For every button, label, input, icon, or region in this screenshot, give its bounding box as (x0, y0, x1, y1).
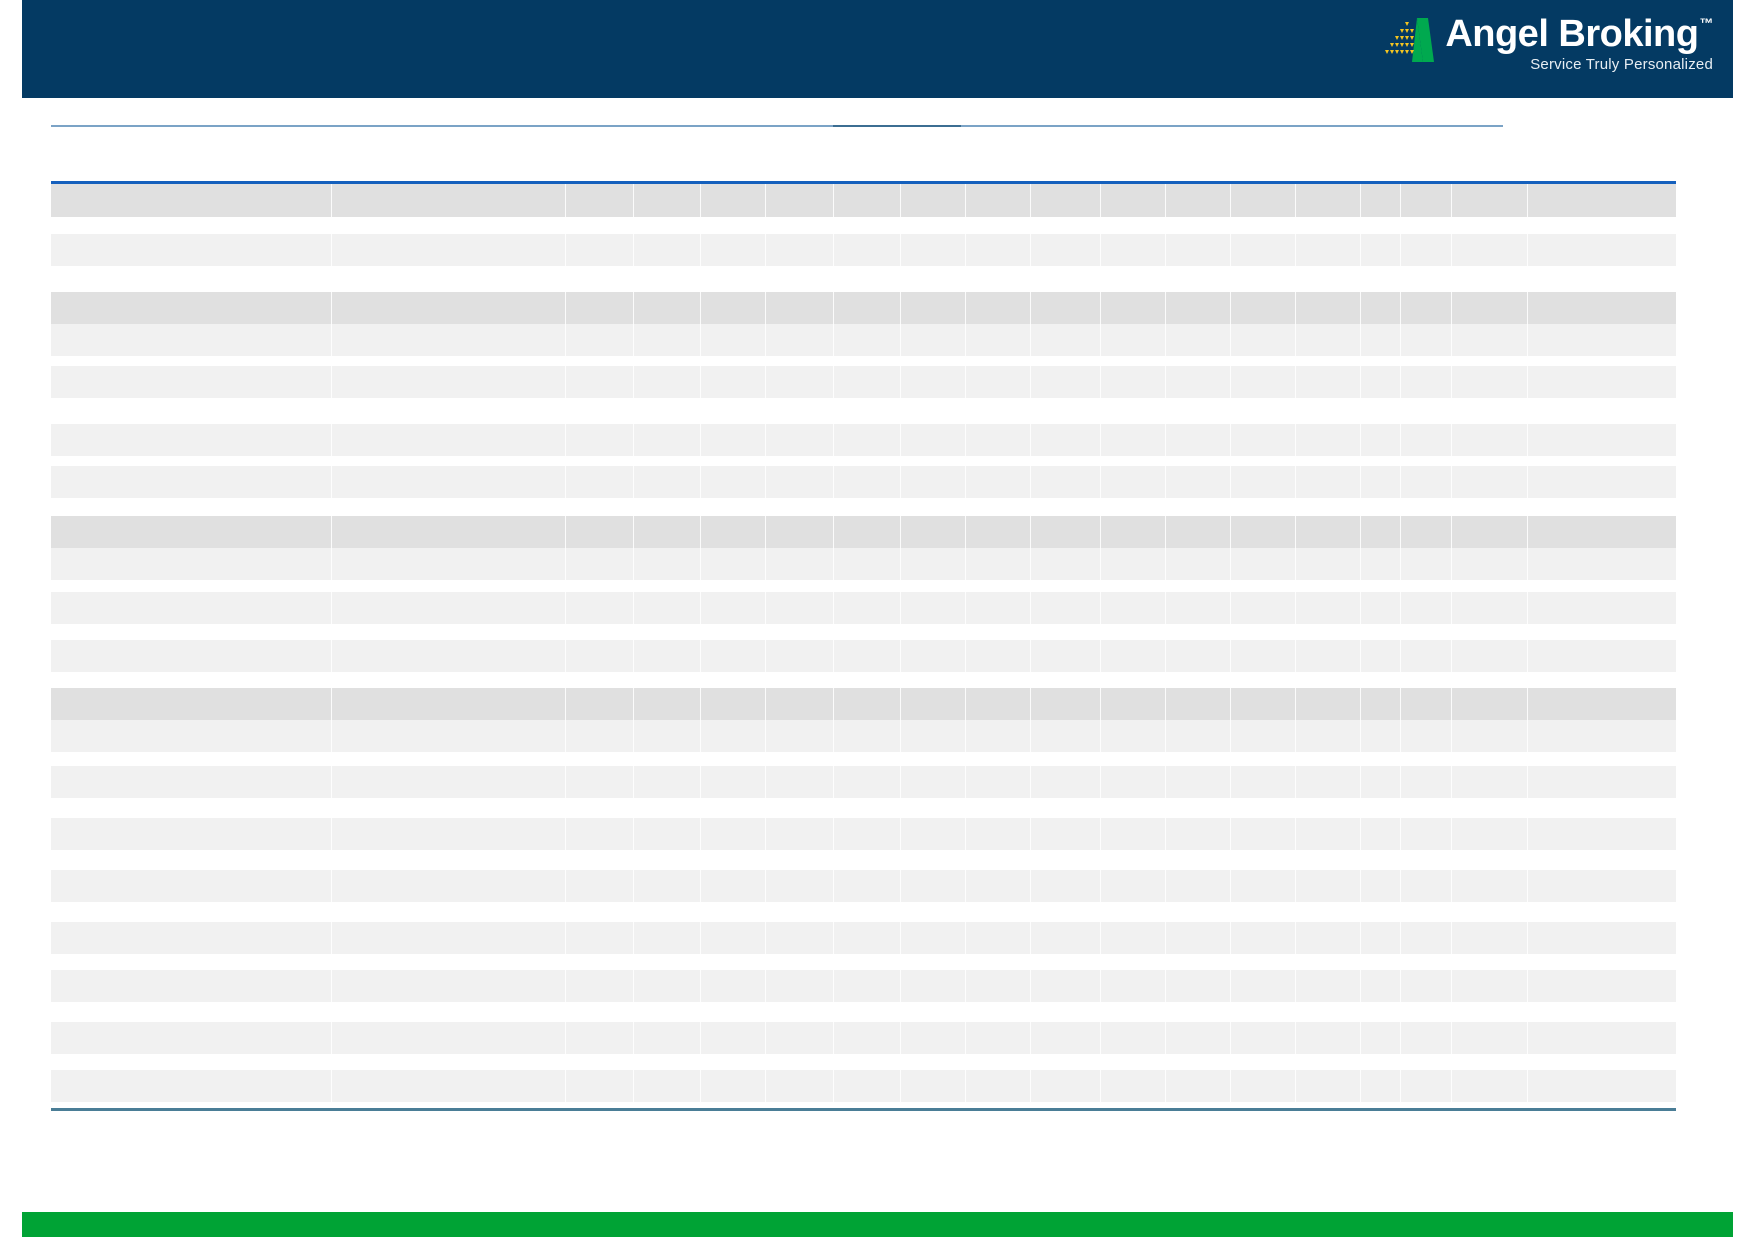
table-row[interactable] (51, 516, 1676, 548)
table-row[interactable] (51, 466, 1676, 498)
column-separator (1527, 184, 1528, 1108)
title-underline-rule-accent (833, 125, 961, 127)
column-separator (700, 184, 701, 1108)
table-row[interactable] (51, 234, 1676, 266)
column-separator (765, 184, 766, 1108)
table-row[interactable] (51, 324, 1676, 356)
table-bottom-rule (51, 1108, 1676, 1111)
table-row[interactable] (51, 640, 1676, 672)
column-separator (1295, 184, 1296, 1108)
column-separator (1451, 184, 1452, 1108)
column-separator (1165, 184, 1166, 1108)
column-separator (965, 184, 966, 1108)
column-separator (565, 184, 566, 1108)
angel-broking-triangle-logo-icon (1385, 18, 1435, 62)
column-separator (900, 184, 901, 1108)
table-header-rule (51, 181, 1676, 184)
page-header-band: Angel Broking ™ Service Truly Personaliz… (22, 0, 1733, 98)
table-row[interactable] (51, 1022, 1676, 1054)
table-row[interactable] (51, 366, 1676, 398)
column-separator (1100, 184, 1101, 1108)
table-row[interactable] (51, 818, 1676, 850)
page-footer-band (22, 1212, 1733, 1237)
logo-wordmark-text: Angel Broking (1445, 13, 1699, 55)
table-row[interactable] (51, 424, 1676, 456)
table-row[interactable] (51, 548, 1676, 580)
table-row[interactable] (51, 720, 1676, 752)
table-row[interactable] (51, 922, 1676, 954)
table-row[interactable] (51, 1070, 1676, 1102)
trademark-symbol: ™ (1699, 15, 1714, 31)
table-row[interactable] (51, 592, 1676, 624)
logo-text-block: Angel Broking ™ Service Truly Personaliz… (1445, 14, 1713, 74)
table-row[interactable] (51, 870, 1676, 902)
table-row[interactable] (51, 688, 1676, 720)
column-separator (633, 184, 634, 1108)
column-separator (833, 184, 834, 1108)
table-row[interactable] (51, 766, 1676, 798)
table-row[interactable] (51, 970, 1676, 1002)
logo-wordmark-row: Angel Broking ™ (1445, 14, 1713, 54)
title-underline-rule (51, 125, 1503, 127)
logo-tagline: Service Truly Personalized (1530, 56, 1713, 73)
column-separator (331, 184, 332, 1108)
column-separator (1400, 184, 1401, 1108)
column-separator (1030, 184, 1031, 1108)
column-separator (1360, 184, 1361, 1108)
table-row[interactable] (51, 292, 1676, 324)
data-table (51, 184, 1676, 1108)
column-separator (1230, 184, 1231, 1108)
angel-broking-logo: Angel Broking ™ Service Truly Personaliz… (1381, 14, 1713, 74)
table-row[interactable] (51, 184, 1676, 217)
